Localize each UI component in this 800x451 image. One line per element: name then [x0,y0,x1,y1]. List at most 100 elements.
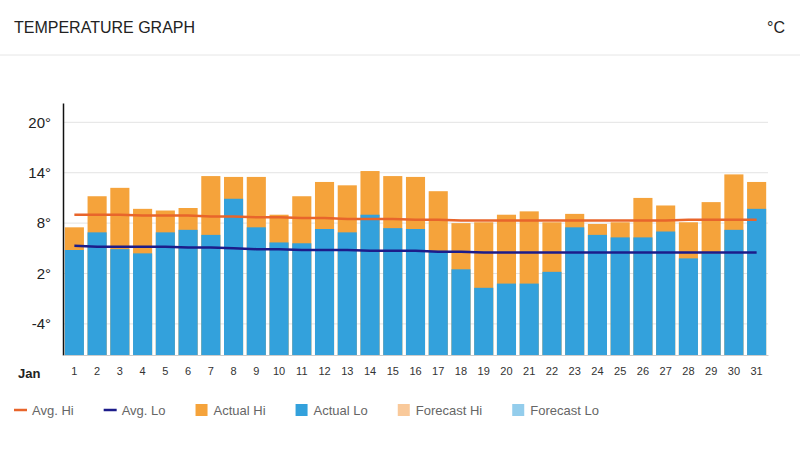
bar [383,228,402,355]
legend-symbol [104,409,117,412]
bar [406,229,425,355]
legend-label: Avg. Lo [122,403,166,418]
bar [474,222,493,355]
y-tick: 20° [28,114,63,131]
legend-label: Forecast Lo [530,403,599,418]
legend-symbol [296,404,308,416]
x-tick-label: 28 [682,365,694,377]
y-tick: 2° [37,265,63,282]
x-tick-label: 12 [318,365,330,377]
bar [133,209,152,355]
legend: Avg. Hi Avg. Lo Actual Hi Actual Lo Forecast… [14,403,599,418]
bar [201,176,220,355]
legend-item: Actual Lo [296,403,368,418]
y-axis: 20° 14° 8° 2° -4° [28,104,63,356]
legend-label: Actual Lo [314,403,368,418]
x-tick: 3 [117,355,123,377]
legend-item: Actual Hi [196,403,266,418]
x-tick-label: 10 [273,365,285,377]
bar [702,253,721,355]
bar [451,223,470,355]
x-tick: 19 [478,355,490,377]
line-series [74,215,756,221]
x-tick: 17 [432,355,444,377]
x-tick: 6 [185,355,191,377]
bar [679,258,698,355]
bar [156,232,175,355]
y-tick-label: 8° [37,214,51,231]
legend-symbol [398,404,410,416]
y-tick-label: 20° [28,114,51,131]
bar [497,215,516,355]
legend-item: Avg. Hi [14,403,74,418]
bar [656,205,675,355]
bar [429,191,448,355]
bar [520,211,539,355]
bar [542,272,561,355]
bar [292,243,311,355]
bar-series [65,171,766,355]
bar [292,196,311,355]
bar [133,253,152,355]
chart-title: TEMPERATURE GRAPH [14,19,195,36]
x-tick: 16 [409,355,421,377]
x-tick-label: 7 [208,365,214,377]
bar [724,230,743,355]
x-axis-line [64,355,769,356]
x-tick-label: 17 [432,365,444,377]
bar [474,288,493,355]
x-tick-label: 8 [231,365,237,377]
x-tick-label: 31 [751,365,763,377]
bar [269,242,288,355]
bar [269,215,288,355]
x-tick: 28 [682,355,694,377]
grid-line [63,122,768,123]
x-tick-label: 2 [94,365,100,377]
x-tick-label: 18 [455,365,467,377]
bar [247,227,266,355]
x-tick-label: 14 [364,365,376,377]
bar [156,211,175,355]
y-axis-line [63,104,65,356]
legend-symbol [512,404,524,416]
x-tick-label: 4 [140,365,146,377]
x-tick: 5 [162,355,168,377]
bar [724,174,743,355]
x-tick: 13 [341,355,353,377]
x-tick: 1 [71,355,77,377]
bar [702,202,721,355]
bar [360,215,379,355]
x-tick-label: 21 [523,365,535,377]
x-tick: 18 [455,355,467,377]
bar [247,177,266,355]
bar [520,284,539,355]
x-tick: 2 [94,355,100,377]
x-tick-label: 20 [500,365,512,377]
bar [224,177,243,355]
legend-symbol [196,404,208,416]
x-tick: 10 [273,355,285,377]
y-tick: -4° [32,315,63,332]
grid-line [63,172,768,173]
bar [679,222,698,355]
bar [406,177,425,355]
x-tick-label: 27 [660,365,672,377]
y-tick-label: -4° [32,315,51,332]
x-tick: 20 [500,355,512,377]
bar [315,229,334,355]
x-tick-label: 13 [341,365,353,377]
y-tick: 8° [37,214,63,231]
x-tick: 31 [751,355,763,377]
x-tick: 29 [705,355,717,377]
header-separator [0,55,800,56]
x-tick: 27 [660,355,672,377]
x-tick-label: 25 [614,365,626,377]
x-tick: 23 [569,355,581,377]
legend-label: Avg. Hi [32,403,74,418]
y-unit-label: °C [767,19,785,36]
bar [110,249,129,355]
x-tick: 8 [231,355,237,377]
y-tick: 14° [28,164,63,181]
x-tick: 25 [614,355,626,377]
x-tick-label: 3 [117,365,123,377]
